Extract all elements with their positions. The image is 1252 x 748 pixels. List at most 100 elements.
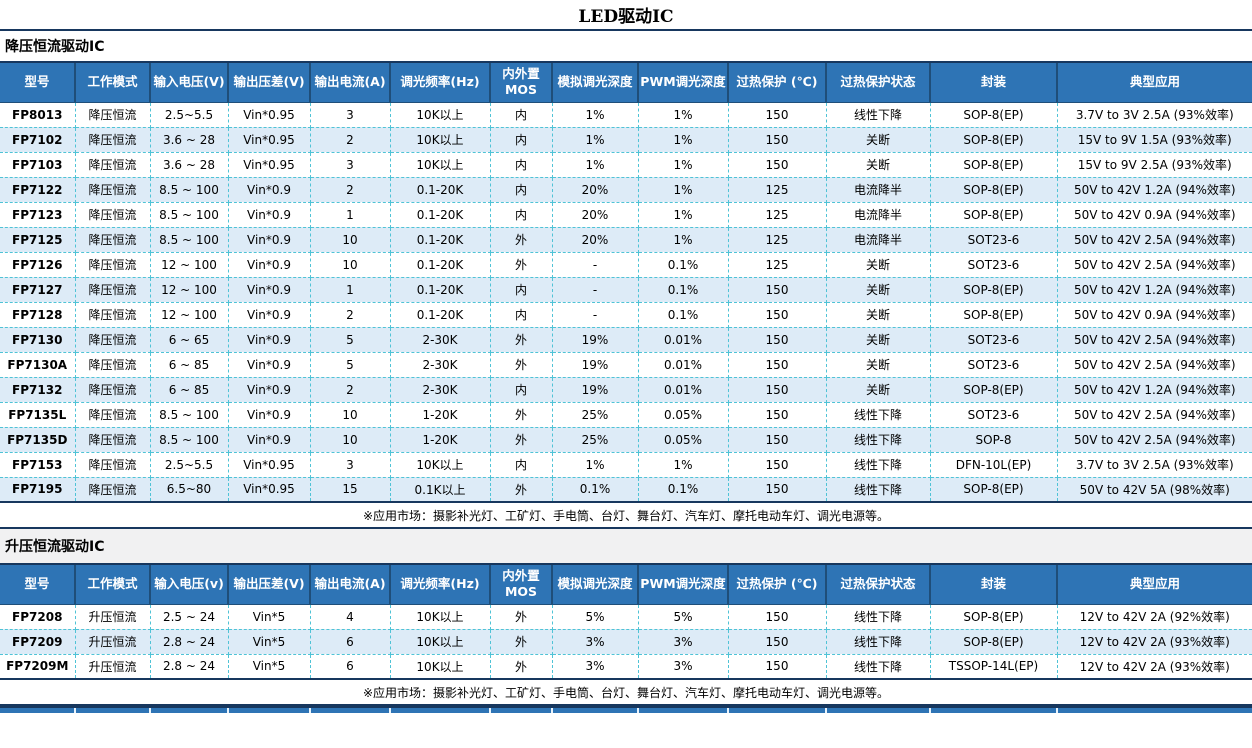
table-cell: 25%	[551, 426, 639, 453]
table-cell: SOP-8(EP)	[929, 376, 1058, 403]
table-cell: Vin*0.95	[227, 476, 311, 503]
grid-tick	[1056, 708, 1058, 713]
table-cell: 150	[727, 451, 827, 478]
page-title: LED驱动IC	[0, 0, 1252, 31]
table-cell: 50V to 42V 2.5A (94%效率)	[1056, 226, 1252, 253]
table-cell: 升压恒流	[74, 628, 151, 655]
model-cell: FP7195	[0, 476, 76, 503]
table-cell: 50V to 42V 2.5A (94%效率)	[1056, 351, 1252, 378]
table-cell: 8.5 ~ 100	[149, 226, 229, 253]
table-cell: 8.5 ~ 100	[149, 401, 229, 428]
table-cell: 20%	[551, 176, 639, 203]
table-cell: 20%	[551, 201, 639, 228]
table-cell: 降压恒流	[74, 326, 151, 353]
table-cell: 降压恒流	[74, 176, 151, 203]
table-cell: 内	[489, 376, 553, 403]
model-cell: FP7208	[0, 604, 76, 630]
table-cell: 1-20K	[389, 401, 491, 428]
table-cell: 2.5 ~ 24	[149, 604, 229, 630]
table-cell: 10K以上	[389, 126, 491, 153]
table-cell: 0.01%	[637, 326, 729, 353]
table-cell: 5	[309, 326, 391, 353]
table-cell: 线性下降	[825, 102, 931, 128]
grid-tick	[825, 708, 827, 713]
table-row: FP7122 降压恒流 8.5 ~ 100 Vin*0.9 2 0.1-20K 内 20% 1%…	[0, 176, 1252, 203]
table-cell: SOP-8	[929, 426, 1058, 453]
table-row: FP7127 降压恒流 12 ~ 100 Vin*0.9 1 0.1-20K 内 -0.1% 1…	[0, 276, 1252, 303]
application-note-buck: ※应用市场：摄影补光灯、工矿灯、手电筒、台灯、舞台灯、汽车灯、摩托电动车灯、调光…	[0, 503, 1252, 529]
column-header: 工作模式	[74, 563, 150, 605]
table-cell: 降压恒流	[74, 151, 151, 178]
table-cell: 1	[309, 201, 391, 228]
column-header: 内外置 MOS	[489, 61, 552, 103]
table-cell: Vin*5	[227, 653, 311, 680]
table-cell: 10K以上	[389, 653, 491, 680]
column-header: 输出电流(A)	[309, 563, 390, 605]
table-cell: 5%	[551, 604, 639, 630]
table-cell: 降压恒流	[74, 426, 151, 453]
table-cell: 12V to 42V 2A (92%效率)	[1056, 604, 1252, 630]
table-row: FP7209M 升压恒流 2.8 ~ 24 Vin*5 6 10K以上外 3% 3% 150 线性…	[0, 653, 1252, 680]
table-cell: 10	[309, 251, 391, 278]
table-cell: 2-30K	[389, 351, 491, 378]
table-cell: 5%	[637, 604, 729, 630]
table-cell: 1%	[637, 226, 729, 253]
table-cell: Vin*5	[227, 628, 311, 655]
table-cell: 关断	[825, 151, 931, 178]
table-cell: 外	[489, 326, 553, 353]
table-cell: Vin*0.95	[227, 126, 311, 153]
table-cell: 降压恒流	[74, 102, 151, 128]
table-cell: 10	[309, 226, 391, 253]
grid-tick	[74, 708, 76, 713]
column-header: 模拟调光深度	[551, 563, 638, 605]
column-header: 输出压差(V)	[227, 61, 310, 103]
table-cell: 降压恒流	[74, 276, 151, 303]
table-cell: 线性下降	[825, 426, 931, 453]
table-cell: 20%	[551, 226, 639, 253]
table-cell: 3	[309, 451, 391, 478]
table-cell: 150	[727, 376, 827, 403]
column-header: 输出电流(A)	[309, 61, 390, 103]
column-header: PWM调光深度	[637, 563, 728, 605]
table-cell: 15	[309, 476, 391, 503]
table-cell: 19%	[551, 376, 639, 403]
table-row: FP7135D 降压恒流 8.5 ~ 100 Vin*0.9 10 1-20K 外 25% 0.…	[0, 426, 1252, 453]
table-cell: 内	[489, 276, 553, 303]
table-row: FP7123 降压恒流 8.5 ~ 100 Vin*0.9 1 0.1-20K 内 20% 1%…	[0, 201, 1252, 228]
table-cell: 12 ~ 100	[149, 301, 229, 328]
header-row: 型号 工作模式 输入电压(V) 输出压差(V) 输出电流(A) 调光频率(Hz) 内外置 M…	[0, 61, 1252, 103]
table-cell: 0.05%	[637, 401, 729, 428]
table-cell: 2-30K	[389, 376, 491, 403]
table-cell: SOP-8(EP)	[929, 102, 1058, 128]
table-cell: 6	[309, 653, 391, 680]
table-cell: 50V to 42V 2.5A (94%效率)	[1056, 326, 1252, 353]
table-cell: 1%	[551, 451, 639, 478]
table-cell: 2	[309, 126, 391, 153]
table-cell: Vin*0.9	[227, 376, 311, 403]
table-cell: Vin*5	[227, 604, 311, 630]
table-cell: 降压恒流	[74, 376, 151, 403]
table-cell: 0.1-20K	[389, 176, 491, 203]
table-cell: 150	[727, 326, 827, 353]
table-cell: 1%	[551, 126, 639, 153]
table-cell: 外	[489, 476, 553, 503]
table-cell: 外	[489, 401, 553, 428]
table-cell: 线性下降	[825, 604, 931, 630]
table-cell: TSSOP-14L(EP)	[929, 653, 1058, 680]
table-cell: 8.5 ~ 100	[149, 426, 229, 453]
table-cell: -	[551, 251, 639, 278]
table-cell: 125	[727, 226, 827, 253]
table-cell: 150	[727, 653, 827, 680]
table-cell: 0.1%	[637, 301, 729, 328]
table-cell: 3%	[637, 628, 729, 655]
table-cell: 3.6 ~ 28	[149, 151, 229, 178]
model-cell: FP7209M	[0, 653, 76, 680]
table-cell: 关断	[825, 126, 931, 153]
table-cell: 降压恒流	[74, 351, 151, 378]
table-cell: 5	[309, 351, 391, 378]
table-cell: 150	[727, 102, 827, 128]
table-cell: Vin*0.9	[227, 176, 311, 203]
table-cell: 10	[309, 401, 391, 428]
table-cell: 外	[489, 604, 553, 630]
table-cell: 125	[727, 201, 827, 228]
